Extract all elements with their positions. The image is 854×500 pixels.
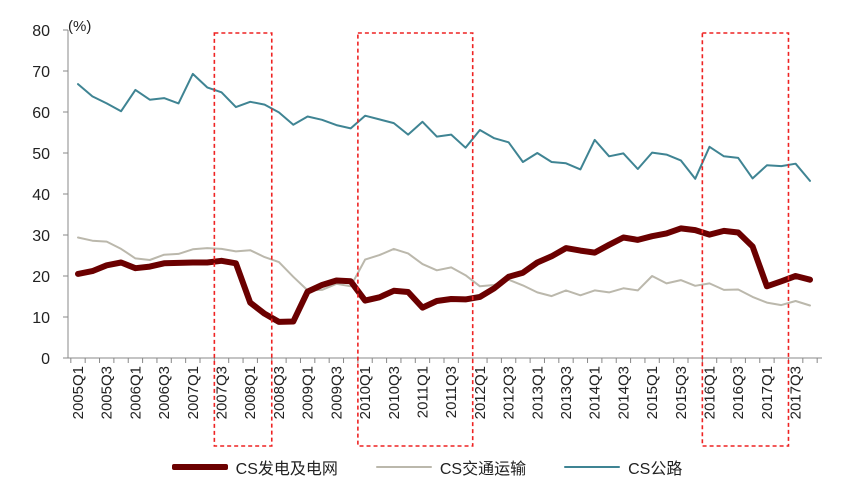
x-tick-label: 2005Q3 (99, 366, 116, 419)
series-line-2 (77, 72, 811, 182)
y-tick-label: 50 (32, 146, 50, 163)
highlight-box-0 (213, 32, 273, 447)
y-tick-label: 0 (41, 351, 50, 368)
legend-label-transport: CS交通运输 (439, 461, 527, 478)
series-line-1 (77, 236, 811, 307)
x-tick-label: 2008Q1 (242, 366, 259, 419)
x-tick-label: 2005Q1 (70, 366, 87, 419)
x-tick-label: 2011Q1 (414, 366, 431, 418)
y-tick-label: 70 (32, 64, 50, 81)
x-tick-label: 2016Q1 (702, 366, 719, 419)
x-tick-label: 2013Q1 (529, 366, 546, 419)
legend-item-power: CS发电及电网 (171, 455, 338, 479)
x-tick-label: 2014Q1 (587, 366, 604, 419)
legend-label-power: CS发电及电网 (235, 461, 338, 478)
x-tick-label: 2015Q1 (644, 366, 661, 419)
x-tick-label: 2008Q3 (271, 366, 288, 419)
x-tick-label: 2007Q3 (214, 366, 231, 419)
y-tick-label: 30 (32, 228, 50, 245)
legend-swatch-transport (375, 466, 432, 468)
x-tick-label: 2010Q1 (357, 366, 374, 419)
legend-swatch-highway (564, 466, 621, 468)
x-tick-label: 2007Q1 (185, 366, 202, 419)
x-tick-label: 2009Q3 (328, 366, 345, 419)
legend-label-highway: CS公路 (628, 461, 683, 478)
y-tick-label: 40 (32, 187, 50, 204)
x-tick-label: 2006Q1 (127, 366, 144, 419)
x-tick-label: 2013Q3 (558, 366, 575, 419)
y-tick-label: 60 (32, 105, 50, 122)
legend-item-transport: CS交通运输 (375, 455, 527, 479)
x-tick-label: 2012Q3 (501, 366, 518, 419)
y-tick-label: 10 (32, 310, 50, 327)
y-unit-label: (%) (68, 18, 92, 35)
legend: CS发电及电网 CS交通运输 CS公路 (0, 452, 854, 482)
x-tick-label: 2017Q1 (759, 366, 776, 419)
x-tick-label: 2017Q3 (788, 366, 805, 419)
x-tick-label: 2010Q3 (386, 366, 403, 419)
x-tick-label: 2015Q3 (673, 366, 690, 419)
x-tick-label: 2011Q3 (443, 366, 460, 418)
x-tick-label: 2016Q3 (730, 366, 747, 419)
series-line-0 (75, 225, 813, 325)
x-tick-label: 2006Q3 (156, 366, 173, 419)
x-tick-label: 2009Q1 (300, 366, 317, 419)
highlight-box-2 (701, 32, 790, 447)
highlight-box-1 (357, 32, 474, 447)
y-tick-label: 20 (32, 269, 50, 286)
legend-swatch-power (171, 464, 228, 470)
x-tick-label: 2014Q3 (615, 366, 632, 419)
legend-item-highway: CS公路 (564, 455, 682, 479)
y-tick-label: 80 (32, 23, 50, 40)
x-tick-label: 2012Q1 (472, 366, 489, 419)
